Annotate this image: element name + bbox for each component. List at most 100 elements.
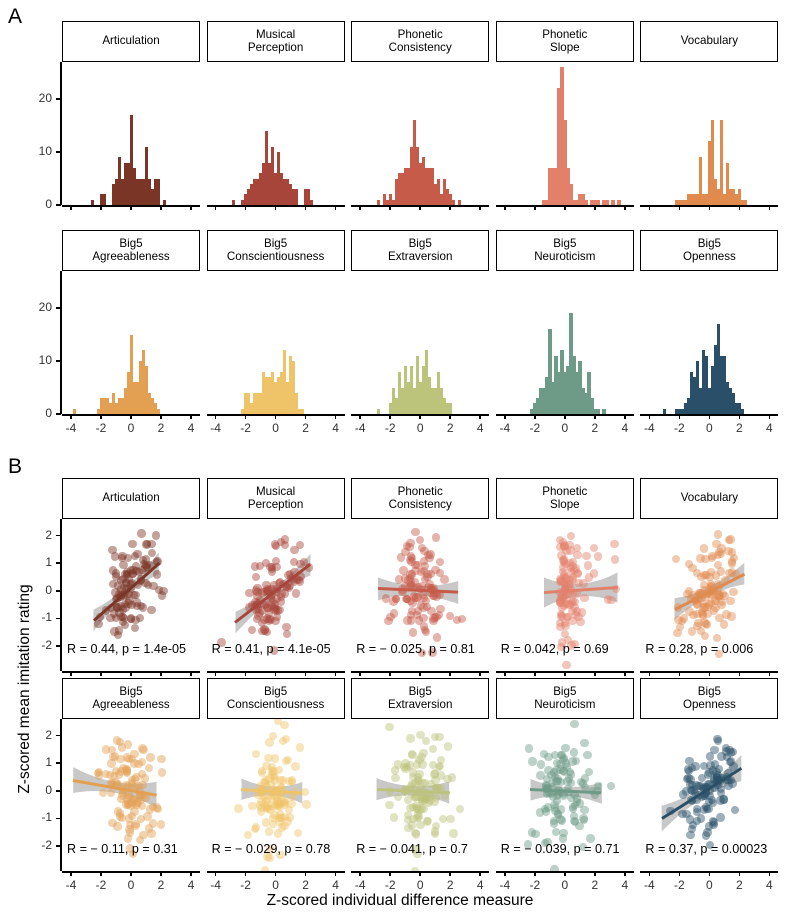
scatter-point <box>262 614 271 623</box>
scatter-point <box>568 606 577 616</box>
scatter-point <box>556 815 565 824</box>
scatter-point <box>401 581 410 591</box>
x-axis-tick <box>563 671 566 676</box>
histogram-bar <box>734 403 739 414</box>
scatter-point <box>268 731 277 741</box>
y-axis-tick <box>55 845 61 847</box>
scatter-point <box>699 603 708 612</box>
scatter-point <box>567 598 576 608</box>
scatter-point <box>562 661 571 670</box>
histogram-bar <box>295 189 299 205</box>
scatter-point <box>264 588 273 597</box>
scatter-point <box>561 574 571 583</box>
x-axis-tick-label: 0 <box>272 878 279 892</box>
scatter-point <box>718 589 727 599</box>
histogram-bar <box>307 189 311 205</box>
scatter-point <box>285 584 294 593</box>
y-axis-tick <box>55 817 61 820</box>
scatter-point <box>713 773 722 782</box>
scatter-point <box>544 788 554 797</box>
scatter-point <box>550 803 560 813</box>
scatter-point <box>130 749 139 759</box>
scatter-point <box>131 819 140 828</box>
x-axis-tick-label: 4 <box>766 421 773 435</box>
histogram-bar <box>590 398 594 414</box>
scatter-point <box>124 834 133 843</box>
scatter-point <box>610 539 619 549</box>
scatter-point <box>143 812 152 821</box>
facet-strip-line: Perception <box>247 40 304 54</box>
scatter-point <box>428 760 438 770</box>
histogram-bar <box>605 199 609 205</box>
histogram-bar <box>680 199 685 205</box>
histogram-bar <box>719 120 724 205</box>
facet-strip-big5_conscientiousness: Big5 Conscientiousness <box>206 678 345 719</box>
scatter-point <box>138 603 148 612</box>
histogram-bar <box>114 178 118 205</box>
scatter-point <box>683 765 693 774</box>
scatter-point <box>138 565 147 575</box>
histogram-bar <box>677 408 682 414</box>
histogram-bar <box>90 199 94 205</box>
histogram-bar <box>394 178 399 205</box>
histogram-plot-phonetic_slope <box>495 62 634 205</box>
scatter-point <box>116 612 125 622</box>
scatter-point <box>724 768 733 777</box>
scatter-point <box>580 593 589 603</box>
scatter-point <box>267 767 277 776</box>
histogram-bar <box>147 178 151 205</box>
scatter-point <box>277 589 286 598</box>
scatter-point <box>559 579 568 588</box>
scatter-point <box>673 628 682 637</box>
scatter-point <box>296 541 305 550</box>
scatter-point <box>272 604 281 614</box>
scatter-point <box>419 593 429 603</box>
histogram-bar <box>156 178 160 205</box>
scatter-point <box>294 828 303 838</box>
scatter-point <box>407 557 416 566</box>
x-axis-tick <box>389 671 392 676</box>
scatter-point <box>282 582 291 591</box>
scatter-point <box>123 795 132 804</box>
histogram-bar <box>241 408 245 414</box>
scatter-point <box>276 592 286 602</box>
x-axis-tick <box>623 414 626 419</box>
scatter-point <box>727 557 737 566</box>
scatter-point <box>699 791 708 800</box>
scatter-point <box>679 614 689 623</box>
scatter-point <box>291 589 301 598</box>
scatter-point <box>417 649 427 658</box>
scatter-point <box>402 595 412 604</box>
scatter-point <box>118 551 127 561</box>
histogram-bar <box>545 199 549 205</box>
scatter-point <box>157 768 167 777</box>
histogram-bar <box>156 408 160 414</box>
scatter-point <box>457 615 467 624</box>
scatter-point <box>408 750 417 759</box>
scatter-point <box>290 545 299 555</box>
scatter-point <box>110 552 120 561</box>
facet-strip-line: Consistency <box>388 40 452 54</box>
x-axis-tick <box>678 205 681 210</box>
scatter-point <box>701 789 710 798</box>
scatter-point <box>700 631 710 640</box>
histogram-bar <box>548 329 552 414</box>
scatter-point <box>700 603 710 612</box>
scatter-point <box>266 616 276 625</box>
histogram-bar <box>695 361 700 414</box>
scatter-point <box>262 761 271 771</box>
scatter-point <box>551 806 560 816</box>
scatter-point <box>556 592 566 602</box>
x-axis-tick-label: 4 <box>476 421 484 435</box>
scatter-point <box>276 850 285 860</box>
scatter-point <box>118 791 127 800</box>
scatter-point <box>250 824 259 834</box>
x-axis-tick-label: -4 <box>644 421 655 435</box>
scatter-point <box>412 760 422 769</box>
scatter-point <box>108 566 118 575</box>
scatter-point <box>109 609 119 618</box>
histogram-bar <box>680 408 685 414</box>
scatter-point <box>289 577 299 586</box>
scatter-point <box>408 779 417 789</box>
scatter-point <box>402 594 411 604</box>
